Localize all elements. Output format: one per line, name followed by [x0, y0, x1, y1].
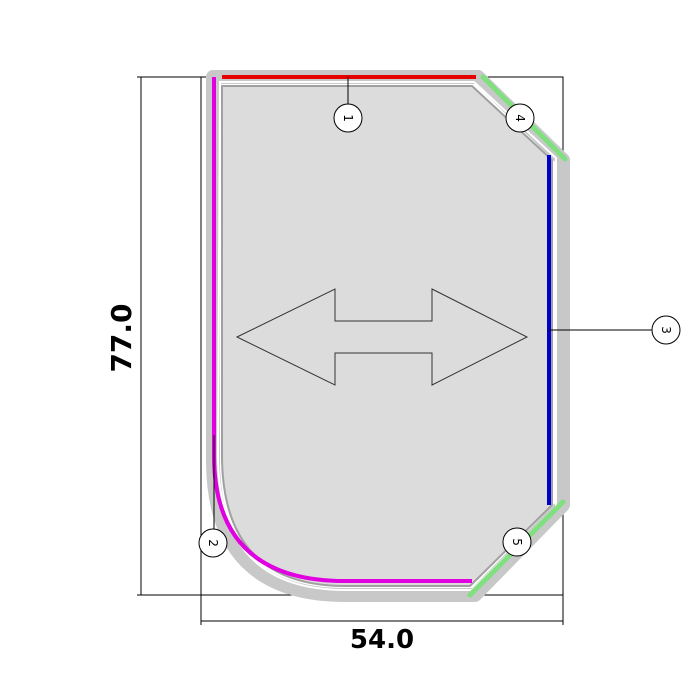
callout-1-number: 1	[341, 114, 355, 122]
callout-5-number: 5	[510, 538, 524, 546]
callout-2-number: 2	[206, 539, 220, 547]
panel-shape	[221, 85, 553, 587]
callout-3-number: 3	[659, 326, 673, 334]
callout-5-circle	[502, 527, 532, 557]
outer-edge-band	[206, 70, 570, 602]
callout-4-circle	[505, 103, 535, 133]
height-dimension-label: 77.0	[105, 303, 138, 372]
callout-1-circle	[333, 103, 363, 133]
callout-2-circle	[198, 528, 228, 558]
width-dimension-label: 54.0	[350, 625, 414, 655]
double-headed-arrow	[235, 288, 529, 386]
edge-2-left	[212, 77, 472, 583]
callout-3-circle	[651, 315, 681, 345]
callout-4-number: 4	[513, 114, 527, 122]
